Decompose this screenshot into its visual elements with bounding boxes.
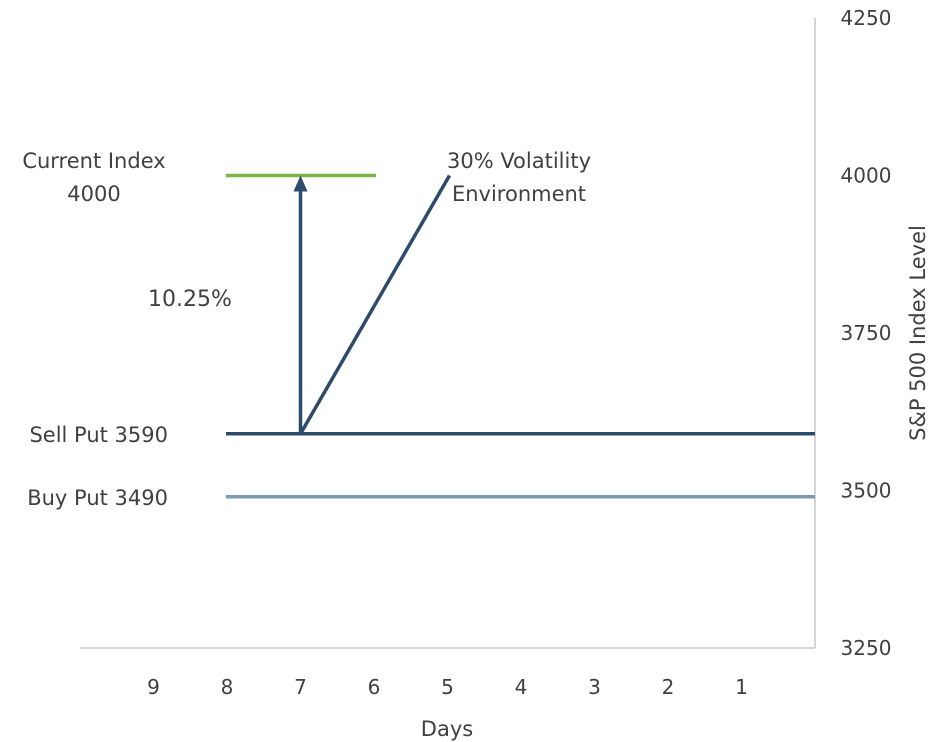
x-tick-label: 8 — [221, 675, 234, 699]
x-tick-label: 7 — [294, 675, 307, 699]
volatility-label-line1: 30% Volatility — [447, 149, 591, 173]
volatility-line — [298, 174, 452, 435]
x-tick-label: 4 — [515, 675, 528, 699]
x-tick-label: 1 — [735, 675, 748, 699]
sell-put-label: Sell Put 3590 — [29, 423, 168, 447]
y-tick-label: 4000 — [841, 164, 892, 188]
y-tick-label: 3250 — [841, 636, 892, 660]
current-index-label-line2: 4000 — [67, 182, 120, 206]
buy-put-label: Buy Put 3490 — [27, 486, 168, 510]
x-tick-label: 2 — [662, 675, 675, 699]
y-tick-label: 4250 — [841, 6, 892, 30]
arrow-head — [293, 175, 308, 192]
volatility-label-line2: Environment — [452, 182, 586, 206]
y-tick-label: 3750 — [841, 321, 892, 345]
y-tick-label: 3500 — [841, 479, 892, 503]
x-tick-label: 5 — [441, 675, 454, 699]
y-tick-labels: 3250 3500 3750 4000 4250 — [841, 6, 892, 660]
current-index-label-line1: Current Index — [22, 149, 165, 173]
y-axis-title: S&P 500 Index Level — [906, 225, 930, 441]
x-tick-label: 3 — [588, 675, 601, 699]
x-tick-label: 9 — [147, 675, 160, 699]
x-axis-title: Days — [421, 717, 473, 741]
x-tick-labels: 9 8 7 6 5 4 3 2 1 — [147, 675, 748, 699]
x-tick-label: 6 — [368, 675, 381, 699]
arrow-percent-label: 10.25% — [148, 287, 232, 312]
